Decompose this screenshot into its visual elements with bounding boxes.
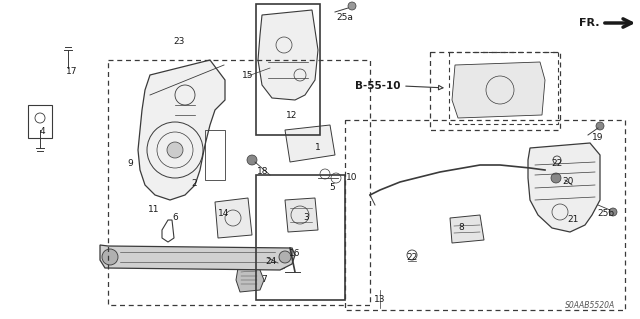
- Text: 18: 18: [257, 167, 269, 175]
- Circle shape: [278, 261, 286, 269]
- Circle shape: [596, 122, 604, 130]
- Bar: [205, 130, 225, 180]
- Text: 11: 11: [148, 205, 160, 214]
- Text: 23: 23: [173, 38, 185, 47]
- Text: 1: 1: [315, 144, 321, 152]
- Text: B-55-10: B-55-10: [355, 81, 401, 91]
- Text: 12: 12: [286, 112, 298, 121]
- Bar: [345, 120, 625, 310]
- Text: 15: 15: [243, 71, 253, 80]
- Text: 22: 22: [406, 254, 418, 263]
- Text: 13: 13: [374, 294, 386, 303]
- Polygon shape: [450, 215, 484, 243]
- Circle shape: [247, 155, 257, 165]
- Text: S0AAB5520A: S0AAB5520A: [565, 301, 615, 310]
- Text: 9: 9: [127, 159, 133, 167]
- Text: 10: 10: [346, 174, 358, 182]
- Text: 4: 4: [39, 128, 45, 137]
- Text: 6: 6: [172, 213, 178, 222]
- Text: FR.: FR.: [579, 18, 600, 28]
- Polygon shape: [236, 265, 264, 292]
- Bar: [256, 4, 320, 135]
- Text: 16: 16: [289, 249, 301, 257]
- Circle shape: [102, 249, 118, 265]
- Polygon shape: [215, 198, 252, 238]
- Polygon shape: [100, 245, 295, 270]
- Text: 22: 22: [552, 159, 563, 167]
- Text: 3: 3: [303, 213, 309, 222]
- Bar: [256, 175, 345, 300]
- Circle shape: [551, 173, 561, 183]
- Polygon shape: [452, 62, 545, 118]
- Polygon shape: [138, 60, 225, 200]
- Circle shape: [348, 2, 356, 10]
- Text: 25a: 25a: [337, 13, 353, 23]
- Circle shape: [609, 208, 617, 216]
- Text: 20: 20: [563, 177, 573, 187]
- Text: 21: 21: [567, 216, 579, 225]
- Text: 17: 17: [67, 68, 77, 77]
- Circle shape: [167, 142, 183, 158]
- Bar: [108, 60, 370, 305]
- Polygon shape: [285, 125, 335, 162]
- Text: 2: 2: [191, 179, 197, 188]
- Polygon shape: [528, 143, 600, 232]
- Text: 14: 14: [218, 209, 230, 218]
- Circle shape: [279, 251, 291, 263]
- Text: 19: 19: [592, 132, 604, 142]
- Bar: [449, 52, 558, 124]
- Polygon shape: [285, 198, 318, 232]
- Text: 24: 24: [266, 257, 276, 266]
- Text: 8: 8: [458, 224, 464, 233]
- Text: 25b: 25b: [597, 209, 614, 218]
- Text: 7: 7: [261, 276, 267, 285]
- Bar: [430, 52, 560, 130]
- Text: 5: 5: [329, 182, 335, 191]
- Polygon shape: [258, 10, 318, 100]
